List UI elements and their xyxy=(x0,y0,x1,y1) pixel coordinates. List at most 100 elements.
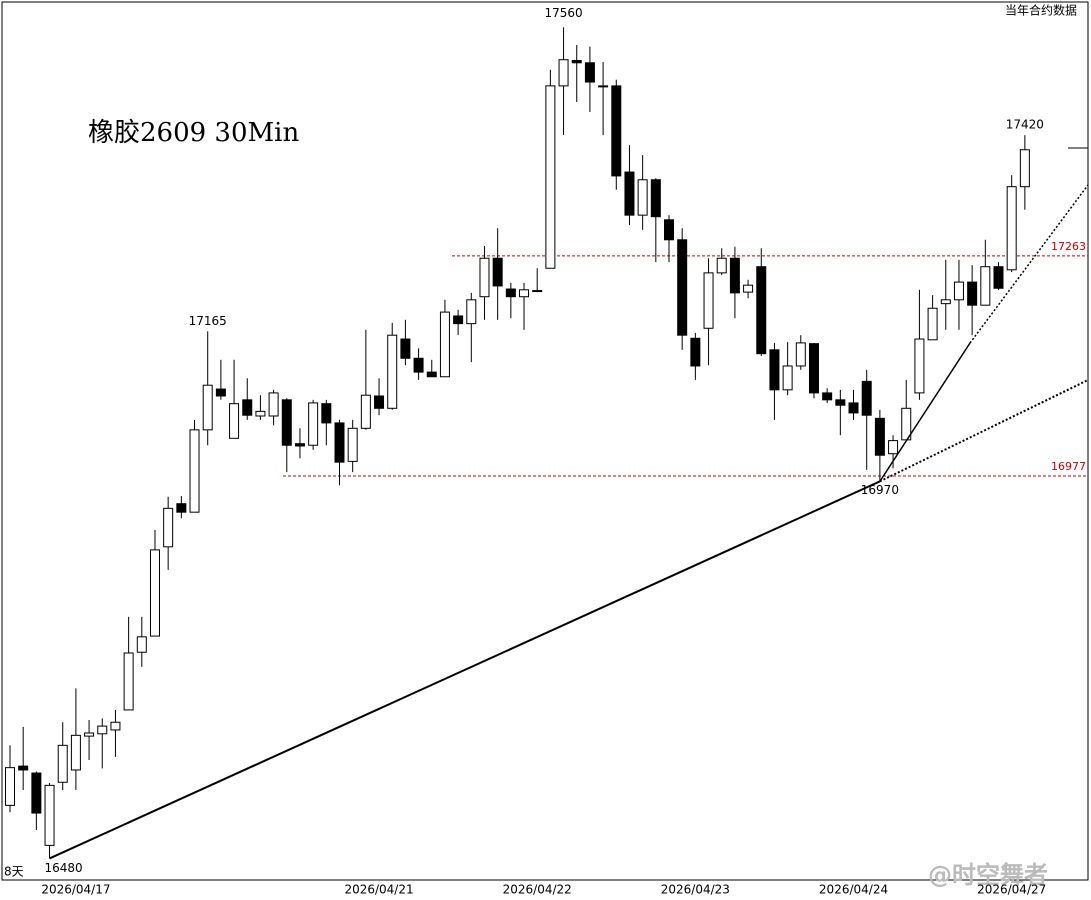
candle-body xyxy=(347,427,358,462)
candle-body xyxy=(479,257,490,298)
watermark: @时空舞者 xyxy=(928,861,1048,889)
candle-body xyxy=(650,179,661,218)
chart-title: 橡胶2609 30Min xyxy=(88,118,299,148)
candle-body xyxy=(874,417,885,456)
candle-body xyxy=(308,402,319,446)
candle-body xyxy=(637,179,648,216)
extreme-label: 17165 xyxy=(189,314,227,328)
candle-body xyxy=(439,311,450,378)
candle-body xyxy=(598,85,609,88)
trend-line xyxy=(879,342,971,482)
candle-body xyxy=(176,503,187,513)
candle-body xyxy=(677,239,688,336)
candle-body xyxy=(110,721,121,731)
candle-body xyxy=(453,315,464,325)
period-label: 8天 xyxy=(4,865,24,879)
candle-body xyxy=(281,399,292,446)
candle-body xyxy=(400,338,411,359)
candle-body xyxy=(70,734,81,771)
candle-body xyxy=(729,257,740,294)
candle-body xyxy=(5,767,15,806)
candle-body xyxy=(624,171,635,216)
candle-body xyxy=(189,429,200,513)
candle-body xyxy=(822,392,833,401)
extreme-label: 16480 xyxy=(44,861,82,875)
candle-body xyxy=(1019,149,1030,188)
trend-line-dotted xyxy=(969,184,1089,344)
candle-body xyxy=(795,342,806,367)
candle-body xyxy=(848,402,859,414)
candle-body xyxy=(927,307,938,341)
candle-body xyxy=(769,349,780,391)
candle-body xyxy=(334,422,345,463)
candle-body xyxy=(940,299,951,305)
candle-body xyxy=(953,281,964,301)
candle-body xyxy=(545,85,556,269)
x-tick-label: 2026/04/22 xyxy=(503,883,572,897)
candle-body xyxy=(993,266,1004,289)
trend-line-dotted xyxy=(879,379,1089,483)
candle-body xyxy=(808,343,819,394)
candle-body xyxy=(202,384,213,431)
candle-body xyxy=(1006,186,1017,271)
candle-body xyxy=(44,784,55,846)
trend-line xyxy=(49,480,881,860)
candle-body xyxy=(664,219,674,241)
candle-body xyxy=(18,765,29,771)
candle-body xyxy=(123,652,134,711)
candle-body xyxy=(466,299,477,325)
candle-body xyxy=(743,284,754,293)
candle-body xyxy=(690,337,701,367)
x-tick-label: 2026/04/27 xyxy=(977,883,1046,897)
candle-body xyxy=(756,266,767,355)
candle-body xyxy=(861,380,872,416)
candle-body xyxy=(571,59,582,64)
candle-body xyxy=(413,357,424,373)
candle-body xyxy=(716,257,727,274)
candle-body xyxy=(242,399,253,416)
candle-body xyxy=(835,399,846,406)
candle-body xyxy=(967,281,978,306)
x-tick-label: 2026/04/17 xyxy=(41,883,110,897)
candle-body xyxy=(611,85,622,177)
candle-body xyxy=(584,62,595,83)
candle-body xyxy=(255,410,266,417)
candle-body xyxy=(387,334,398,409)
candle-body xyxy=(97,725,108,735)
candle-body xyxy=(374,395,385,409)
candle-body xyxy=(360,394,371,429)
candle-body xyxy=(558,59,569,87)
x-tick-label: 2026/04/23 xyxy=(661,883,730,897)
extreme-label: 17560 xyxy=(544,6,582,20)
candle-body xyxy=(163,507,174,548)
candle-body xyxy=(229,403,240,439)
level-label: 16977 xyxy=(1051,460,1086,473)
candle-body xyxy=(914,338,925,394)
x-tick-label: 2026/04/24 xyxy=(819,883,888,897)
extreme-label: 16970 xyxy=(861,483,899,497)
extreme-label: 17420 xyxy=(1006,118,1044,132)
level-label: 17263 xyxy=(1051,240,1086,253)
candle-body xyxy=(57,744,68,783)
candle-body xyxy=(136,636,147,653)
candle-body xyxy=(215,388,226,397)
candle-body xyxy=(505,288,516,298)
candle-body xyxy=(268,392,279,417)
candle-body xyxy=(31,772,42,814)
plot-frame xyxy=(1,1,1089,881)
x-tick-label: 2026/04/21 xyxy=(344,883,413,897)
candle-body xyxy=(782,365,793,391)
candle-body xyxy=(519,289,530,298)
candle-body xyxy=(294,443,305,447)
candle-body xyxy=(703,272,714,329)
top-right-label: 当年合约数据 xyxy=(1005,3,1077,18)
candle-body xyxy=(532,290,543,293)
candle-body xyxy=(980,266,991,306)
candle-body xyxy=(426,371,437,378)
candle-body xyxy=(84,732,95,737)
candle-body xyxy=(888,440,899,455)
candle-body xyxy=(321,403,332,424)
candle-body xyxy=(149,549,160,637)
candle-body xyxy=(492,257,503,287)
